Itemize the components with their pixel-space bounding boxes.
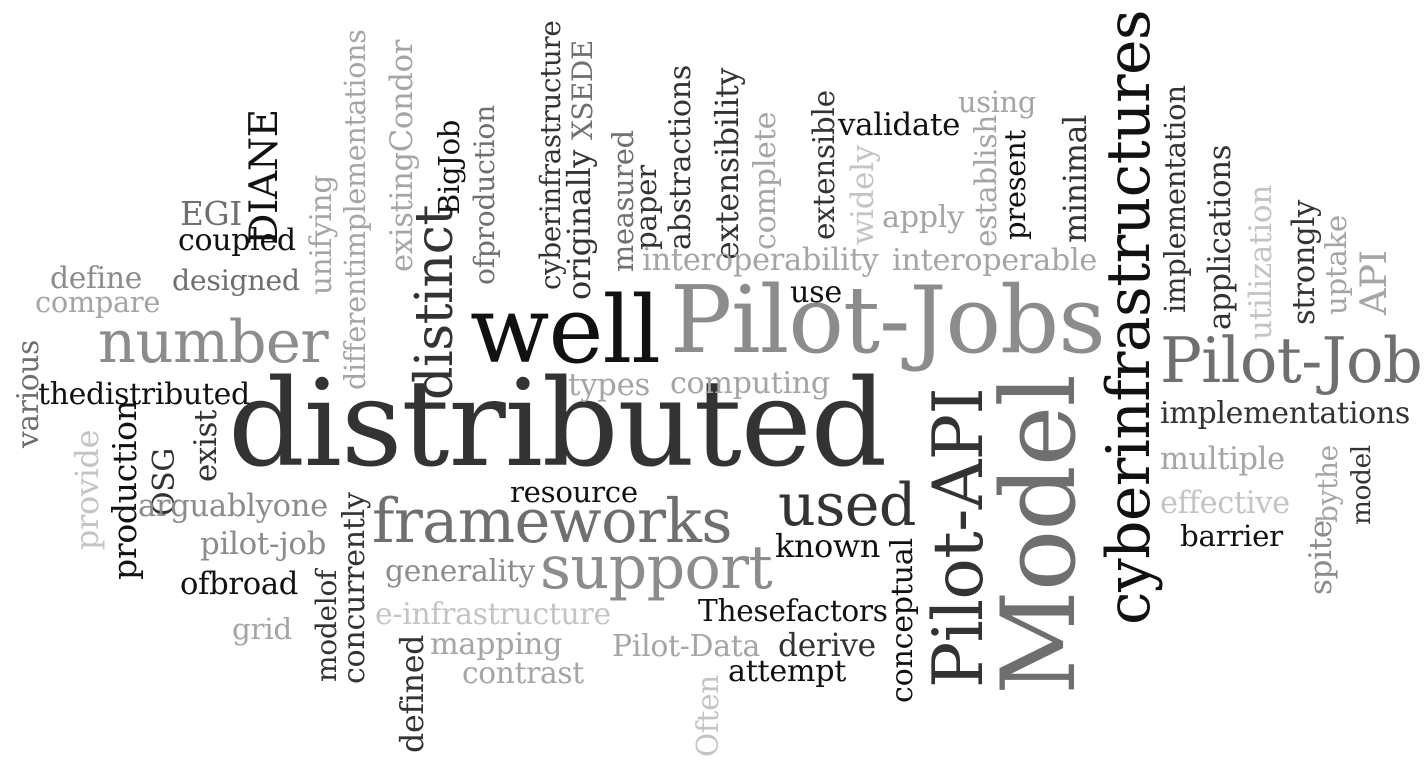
word-pilot-job: pilot-job <box>200 525 327 562</box>
word-spite: spite <box>1303 520 1340 595</box>
word-compare: compare <box>35 284 161 319</box>
word-using: using <box>958 84 1037 119</box>
word-pilot-job: Pilot-Job <box>1160 323 1423 397</box>
word-known: known <box>775 528 880 566</box>
word-unifying: unifying <box>304 175 339 295</box>
word-complete: complete <box>747 111 783 250</box>
word-differentimplementations: differentimplementations <box>338 29 372 390</box>
word-often: Often <box>691 675 726 757</box>
word-api: API <box>1351 250 1395 315</box>
word-conceptual: conceptual <box>884 538 920 703</box>
word-existingcondor: existingCondor <box>384 39 420 272</box>
word-use: use <box>790 274 842 310</box>
word-used: used <box>778 470 916 539</box>
word-interoperable: interoperable <box>892 242 1097 278</box>
word-grid: grid <box>232 612 292 647</box>
word-resource: resource <box>510 475 638 510</box>
word-production: production <box>105 400 145 580</box>
word-thesefactors: Thesefactors <box>698 594 888 629</box>
word-strongly: strongly <box>1286 200 1322 325</box>
word-paper: paper <box>629 165 664 250</box>
word-diane: DIANE <box>242 109 288 245</box>
word-computing: computing <box>670 365 830 401</box>
word-originally: originally <box>560 149 599 300</box>
word-cyberinfrastructures: cyberinfrastructures <box>1094 9 1165 625</box>
word-extensibility: extensibility <box>710 67 747 260</box>
word-egi: EGI <box>180 194 242 233</box>
word-model: Model <box>979 375 1099 695</box>
word-xsede: XSEDE <box>566 40 600 140</box>
word-ofproduction: ofproduction <box>467 105 501 285</box>
word-validate: validate <box>838 106 961 143</box>
word-interoperability: interoperability <box>642 242 879 278</box>
word-abstractions: abstractions <box>662 65 698 250</box>
word-coupled: coupled <box>178 222 296 258</box>
word-barrier: barrier <box>1180 519 1283 554</box>
word-pilot-jobs: Pilot-Jobs <box>670 265 1106 374</box>
word-various: various <box>11 340 46 448</box>
word-extensible: extensible <box>807 90 842 240</box>
word-ofbroad: ofbroad <box>180 566 299 602</box>
word-defined: defined <box>395 634 432 753</box>
word-number: number <box>98 307 329 377</box>
word-generality: generality <box>385 554 535 590</box>
word-e-infrastructure: e-infrastructure <box>375 597 611 633</box>
word-provide: provide <box>68 429 107 550</box>
word-thedistributed: thedistributed <box>38 377 250 413</box>
word-concurrently: concurrently <box>336 492 372 684</box>
word-pilot-api: Pilot-API <box>918 388 999 688</box>
word-frameworks: frameworks <box>372 486 733 557</box>
word-implementations: implementations <box>1160 395 1410 431</box>
word-contrast: contrast <box>462 656 584 691</box>
word-uptake: uptake <box>1319 215 1354 315</box>
word-minimal: minimal <box>1057 114 1095 243</box>
word-utilization: utilization <box>1243 184 1280 340</box>
word-attempt: attempt <box>728 653 847 689</box>
word-multiple: multiple <box>1160 441 1285 477</box>
word-pilot-data: Pilot-Data <box>612 629 760 665</box>
word-apply: apply <box>882 199 964 235</box>
word-bigjob: BigJob <box>431 119 466 215</box>
word-effective: effective <box>1160 485 1290 521</box>
word-define: define <box>50 261 142 297</box>
word-applications: applications <box>1202 144 1238 330</box>
word-model: model <box>1346 445 1377 525</box>
word-types: types <box>568 366 650 403</box>
word-distributed: distributed <box>228 354 887 494</box>
word-arguablyone: arguablyone <box>138 488 328 524</box>
word-widely: widely <box>844 145 881 245</box>
word-derive: derive <box>778 628 876 665</box>
word-bythe: bythe <box>1311 445 1345 523</box>
word-exist: exist <box>187 409 224 482</box>
word-designed: designed <box>172 263 300 297</box>
word-mapping: mapping <box>430 626 563 662</box>
word-implementation: implementation <box>1158 85 1193 313</box>
word-present: present <box>998 130 1033 240</box>
word-well: well <box>470 276 661 385</box>
word-support: support <box>540 532 773 603</box>
